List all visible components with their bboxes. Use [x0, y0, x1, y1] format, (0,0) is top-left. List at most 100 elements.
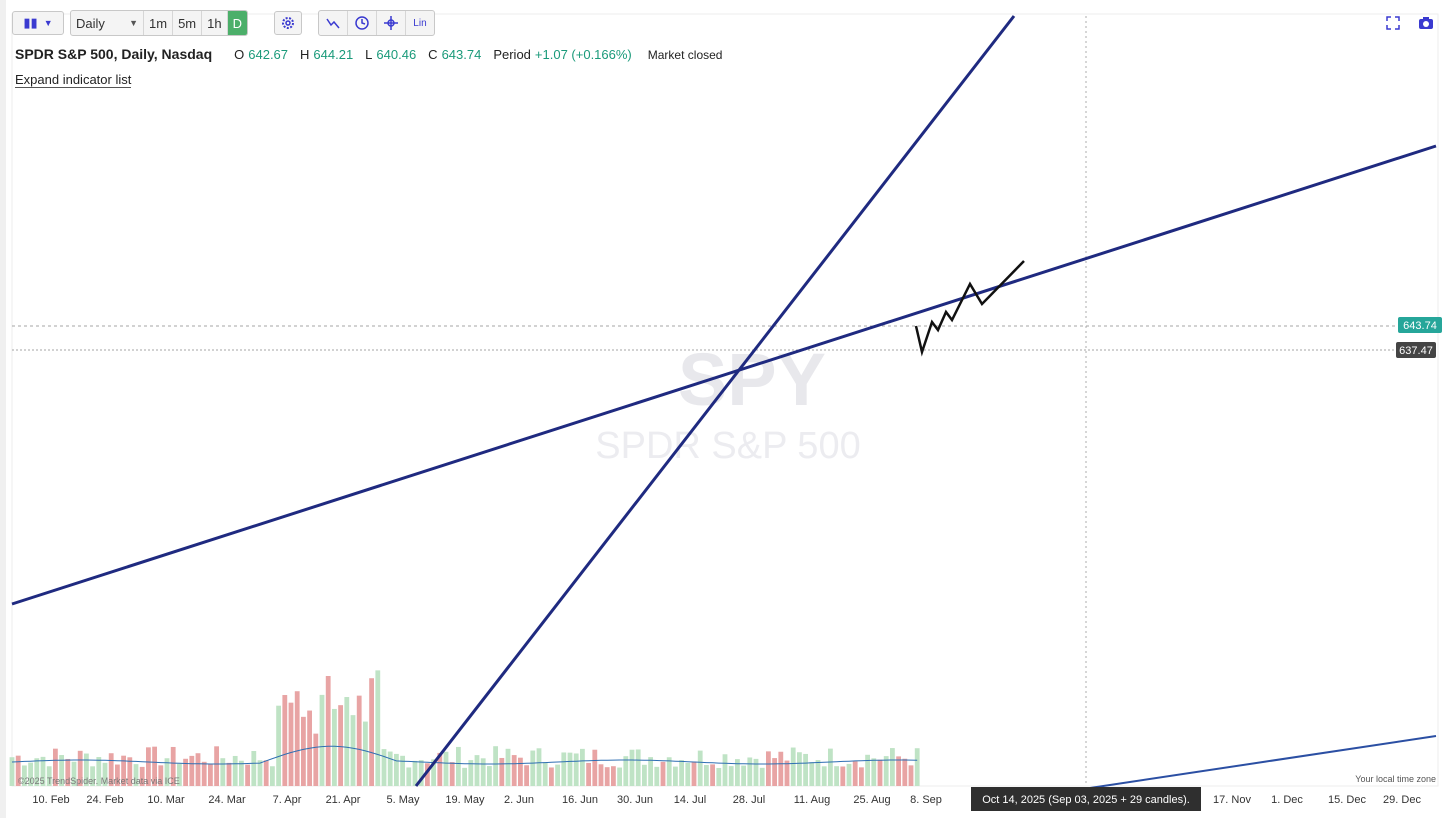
volume-bar — [406, 767, 412, 786]
volume-bar — [840, 766, 846, 786]
volume-bar — [425, 763, 430, 786]
volume-bar — [369, 678, 374, 786]
x-tick-label: 14. Jul — [674, 794, 706, 806]
volume-bar — [623, 756, 629, 786]
volume-bar — [350, 715, 356, 786]
volume-bar — [139, 766, 145, 786]
volume-bar — [487, 766, 492, 786]
volume-bar — [704, 764, 709, 786]
volume-bar — [890, 748, 895, 786]
volume-bar — [28, 762, 33, 786]
volume-bar — [536, 748, 542, 786]
volume-bar — [896, 756, 901, 786]
interval-1h[interactable]: 1h — [202, 11, 228, 35]
volume-bar — [183, 758, 188, 786]
top-right-controls — [1386, 16, 1434, 35]
volume-bar — [177, 763, 182, 786]
volume-bar — [480, 758, 486, 786]
last-price-value: 643.74 — [1403, 320, 1437, 332]
volume-bar — [400, 755, 405, 786]
volume-bar — [883, 756, 889, 786]
local-time-label: Your local time zone — [1355, 774, 1436, 784]
x-tick-label: 11. Aug — [794, 794, 831, 806]
candlestick-icon: ▮▮ — [23, 15, 38, 30]
x-tick-label: 28. Jul — [733, 794, 765, 806]
crosshair-button[interactable] — [377, 11, 406, 35]
volume-bar — [449, 762, 455, 786]
volume-bar — [270, 766, 275, 786]
volume-bar — [697, 750, 703, 786]
volume-bar — [474, 755, 480, 786]
volume-bar — [22, 765, 27, 786]
volume-bar — [53, 748, 58, 786]
volume-bar — [592, 749, 598, 786]
trend-draw-icon — [326, 18, 340, 29]
volume-bar — [220, 758, 226, 786]
volume-bar — [84, 753, 89, 786]
volume-bar — [759, 767, 765, 786]
volume-bar — [642, 764, 647, 786]
volume-bar — [301, 716, 306, 786]
x-tick-label: 10. Feb — [32, 794, 69, 806]
volume-bar — [834, 766, 839, 786]
x-tick-label: 15. Dec — [1328, 794, 1366, 806]
volume-bar — [437, 752, 443, 786]
tools-group: Lin — [317, 10, 435, 36]
volume-bar — [356, 695, 362, 786]
volume-bar — [654, 766, 660, 786]
close-label: C — [428, 47, 438, 62]
chart-type-button[interactable]: ▮▮ ▼ — [12, 11, 64, 35]
interval-1m[interactable]: 1m — [144, 11, 174, 35]
interval-5m[interactable]: 5m — [173, 11, 203, 35]
low-label: L — [365, 47, 373, 62]
settings-button[interactable] — [273, 11, 302, 35]
volume-bar — [518, 757, 523, 786]
volume-bar — [133, 764, 139, 786]
x-tick-label: 5. May — [386, 794, 420, 806]
open-label: O — [234, 47, 245, 62]
volume-bar — [660, 761, 666, 786]
x-tick-label: 17. Nov — [1213, 794, 1251, 806]
symbol-title: SPDR S&P 500, Daily, Nasdaq — [15, 46, 213, 62]
open-value: 642.67 — [248, 47, 289, 62]
volume-bar — [549, 767, 554, 786]
volume-bar — [784, 760, 790, 786]
volume-bar — [809, 762, 815, 786]
high-label: H — [300, 47, 310, 62]
volume-bar — [493, 746, 498, 786]
trendline-steep — [414, 15, 1016, 787]
expand-indicator-link[interactable]: Expand indicator list — [15, 72, 132, 88]
volume-bar — [152, 746, 157, 786]
volume-bar — [914, 748, 920, 786]
fullscreen-icon[interactable] — [1386, 16, 1400, 35]
volume-bar — [443, 751, 449, 786]
volume-bar — [121, 755, 126, 786]
volume-bar — [332, 708, 337, 786]
volume-bar — [828, 748, 833, 786]
camera-icon[interactable] — [1418, 16, 1434, 35]
volume-bar — [648, 757, 653, 786]
volume-bar — [77, 750, 83, 786]
gear-icon — [281, 17, 294, 29]
volume-bar — [59, 755, 64, 786]
volume-bar — [115, 764, 120, 786]
volume-bar — [431, 759, 436, 786]
volume-bar — [245, 764, 250, 786]
interval-select[interactable]: Daily ▼ — [71, 11, 144, 35]
x-tick-label: 7. Apr — [273, 794, 302, 806]
high-value: 644.21 — [313, 47, 354, 62]
volume-bar — [865, 754, 870, 786]
drawing-tool-button[interactable] — [319, 11, 348, 35]
x-tick-label: 16. Jun — [562, 794, 598, 806]
volume-bar — [127, 757, 133, 786]
volume-bar — [797, 752, 802, 786]
x-tick-label: 24. Feb — [86, 794, 123, 806]
scale-button[interactable]: Lin — [413, 17, 427, 29]
volume-bar — [387, 751, 393, 786]
time-button[interactable] — [348, 11, 377, 35]
interval-daily[interactable]: D — [227, 11, 247, 35]
cursor-date-label: Oct 14, 2025 (Sep 03, 2025 + 29 candles)… — [982, 794, 1190, 806]
crosshair-price-value: 637.47 — [1399, 345, 1433, 357]
volume-bar — [741, 765, 746, 786]
